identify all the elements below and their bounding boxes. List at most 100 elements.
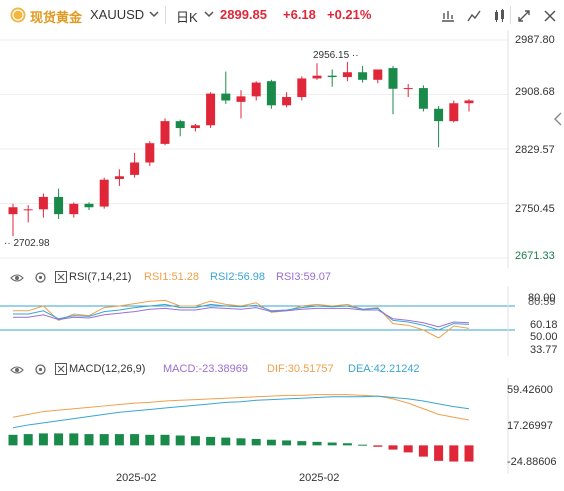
macd-bar — [297, 441, 307, 446]
candle[interactable] — [206, 92, 216, 129]
macd-tick-1: 59.42600 — [507, 384, 553, 396]
candle[interactable] — [358, 66, 368, 83]
candle-body — [99, 179, 109, 207]
macd-bar — [434, 445, 444, 461]
rsi2-value: RSI2:56.98 — [210, 271, 266, 283]
dea-line — [12, 395, 470, 429]
macd-bar — [99, 434, 109, 446]
eye-icon[interactable] — [10, 272, 24, 284]
indicator-box-icon[interactable] — [55, 363, 67, 375]
scroll-right-icon[interactable] — [554, 112, 562, 126]
macd-bar — [266, 439, 276, 446]
macd-bar — [190, 436, 200, 446]
dea-value: DEA:42.21242 — [348, 363, 420, 375]
candle-body — [388, 68, 398, 89]
rsi-tick-overlap: 80.59 — [528, 296, 556, 308]
candle[interactable] — [236, 90, 246, 119]
macd-chart[interactable] — [0, 378, 564, 474]
divider — [510, 6, 511, 24]
eye-icon[interactable] — [10, 364, 24, 376]
macd-bar — [312, 441, 322, 446]
symbol-dropdown-icon[interactable] — [149, 10, 159, 18]
indicator-icon[interactable] — [466, 8, 482, 24]
x-tick-2: 2025-02 — [299, 472, 340, 484]
candlestick-chart[interactable] — [0, 30, 564, 268]
symbol-code[interactable]: XAUUSD — [90, 7, 145, 22]
candle[interactable] — [327, 69, 337, 87]
candle[interactable] — [251, 81, 261, 101]
candle-body — [175, 121, 185, 129]
rsi-tick-60: 60.18 — [530, 319, 558, 331]
settings-icon[interactable] — [34, 271, 47, 284]
candle[interactable] — [464, 99, 474, 112]
y-tick-2: 2908.68 — [515, 86, 555, 98]
candle-body — [403, 88, 413, 90]
candle-body — [38, 196, 48, 210]
macd-bar — [145, 434, 155, 446]
candle[interactable] — [342, 61, 352, 82]
candle-body — [266, 81, 276, 106]
candle-body — [114, 176, 124, 180]
macd-bar — [464, 445, 474, 462]
candle[interactable] — [130, 152, 140, 178]
candle[interactable] — [8, 203, 18, 237]
macd-value: MACD:-23.38969 — [163, 363, 248, 375]
rsi-tick-50: 50.00 — [530, 331, 558, 343]
candle[interactable] — [449, 100, 459, 123]
rsi-tick-33: 33.77 — [530, 344, 558, 356]
candle[interactable] — [69, 202, 79, 218]
macd-bar — [403, 445, 413, 453]
candle[interactable] — [266, 79, 276, 109]
period-selector[interactable]: 日K — [176, 10, 198, 25]
candle[interactable] — [403, 83, 413, 98]
candle[interactable] — [114, 169, 124, 186]
candle[interactable] — [84, 202, 94, 211]
rsi-chart[interactable] — [0, 286, 564, 356]
candle[interactable] — [175, 119, 185, 137]
macd-label: MACD(12,26,9) — [69, 363, 146, 375]
macd-bar — [160, 434, 170, 446]
candle[interactable] — [434, 105, 444, 148]
low-marker: ·· 2702.98 — [4, 238, 50, 249]
rsi-label: RSI(7,14,21) — [69, 271, 132, 283]
symbol-name[interactable]: 现货黄金 — [30, 10, 83, 25]
candle[interactable] — [282, 92, 292, 108]
candle[interactable] — [388, 66, 398, 115]
period-dropdown-icon[interactable] — [204, 10, 214, 18]
fullscreen-icon[interactable] — [516, 8, 532, 24]
macd-bar — [327, 442, 337, 446]
candle[interactable] — [23, 205, 33, 223]
candle-body — [449, 103, 459, 122]
rsi-series-3 — [13, 307, 470, 328]
candle-body — [160, 121, 170, 144]
candle[interactable] — [54, 188, 64, 219]
candle-body — [54, 196, 64, 215]
candle[interactable] — [297, 76, 307, 101]
candle[interactable] — [38, 193, 48, 218]
macd-tick-2: 17.26997 — [507, 420, 553, 432]
candle[interactable] — [190, 123, 200, 132]
macd-bar — [449, 445, 459, 462]
chart-style-icon[interactable] — [440, 8, 456, 24]
candle-body — [69, 203, 79, 215]
close-icon[interactable] — [542, 8, 558, 24]
candle[interactable] — [373, 69, 383, 84]
dif-line — [12, 394, 470, 421]
candle[interactable] — [99, 177, 109, 209]
macd-bar — [358, 444, 368, 446]
draw-icon[interactable] — [492, 8, 508, 24]
current-price: 2899.85 — [220, 7, 267, 22]
candle-body — [434, 108, 444, 122]
macd-bar — [84, 434, 94, 446]
candle[interactable] — [418, 85, 428, 112]
candle-body — [251, 82, 261, 97]
candle[interactable] — [145, 141, 155, 166]
macd-bar — [130, 434, 140, 446]
indicator-box-icon[interactable] — [55, 271, 67, 283]
y-tick-1: 2987.80 — [515, 34, 555, 46]
candle[interactable] — [221, 71, 231, 104]
candle[interactable] — [312, 63, 322, 80]
macd-bar — [342, 443, 352, 446]
candle[interactable] — [160, 118, 170, 146]
settings-icon[interactable] — [34, 363, 47, 376]
